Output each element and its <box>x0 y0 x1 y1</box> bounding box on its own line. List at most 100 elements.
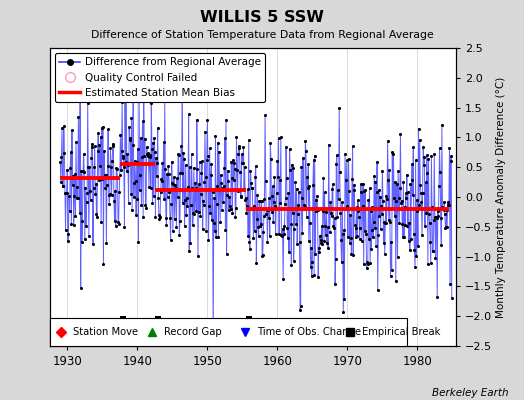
Point <box>112 165 121 172</box>
Point <box>144 153 152 159</box>
Point <box>355 236 364 242</box>
Point <box>176 170 184 176</box>
Point <box>268 183 277 190</box>
Point <box>158 160 167 166</box>
Point <box>307 244 315 251</box>
Point <box>122 80 130 87</box>
Point <box>397 198 406 204</box>
Point <box>227 175 236 181</box>
Point <box>114 219 122 226</box>
Point <box>325 229 334 235</box>
Point <box>255 233 263 239</box>
Text: Time of Obs. Change: Time of Obs. Change <box>257 327 361 337</box>
Point <box>170 216 179 222</box>
Point <box>331 281 340 288</box>
Point <box>294 202 302 208</box>
Point <box>410 246 419 253</box>
Point <box>57 179 65 186</box>
Point <box>447 295 456 302</box>
Point <box>328 186 336 192</box>
Point <box>100 148 108 154</box>
Point <box>260 213 268 219</box>
Point <box>316 240 325 246</box>
Point <box>116 132 125 138</box>
Point <box>103 163 112 170</box>
Point <box>246 168 255 174</box>
Point <box>361 228 369 234</box>
Point <box>429 248 438 254</box>
Point <box>189 210 198 216</box>
Point <box>134 146 142 152</box>
Point <box>200 178 209 185</box>
Point <box>182 212 191 218</box>
Point <box>313 207 322 213</box>
Point <box>154 124 162 131</box>
Point <box>417 190 425 196</box>
Point <box>123 151 132 158</box>
Point <box>190 164 198 171</box>
Point <box>287 221 295 228</box>
Point <box>117 148 126 154</box>
Point <box>311 251 320 257</box>
Point <box>395 195 403 201</box>
Point <box>278 225 287 232</box>
Text: WILLIS 5 SSW: WILLIS 5 SSW <box>200 10 324 25</box>
Point <box>354 197 362 203</box>
Point <box>217 180 225 186</box>
Point <box>373 188 381 195</box>
Point <box>224 178 233 184</box>
Point <box>389 205 397 212</box>
Point <box>405 220 413 227</box>
Point <box>438 121 446 128</box>
Point <box>384 177 392 184</box>
Point <box>253 216 261 223</box>
Point <box>85 164 94 170</box>
Point <box>275 231 283 237</box>
Point <box>430 151 439 158</box>
Point <box>226 203 234 209</box>
Point <box>307 263 315 270</box>
Point <box>133 196 141 202</box>
Point <box>427 153 435 159</box>
Point <box>405 238 413 244</box>
Point <box>124 199 133 206</box>
Point <box>418 232 426 238</box>
Point <box>366 208 375 214</box>
Point <box>392 198 400 204</box>
Point <box>236 193 245 200</box>
Point <box>333 214 342 220</box>
Point <box>306 220 314 226</box>
Point <box>288 161 296 168</box>
Point <box>332 255 340 262</box>
Point <box>251 174 259 180</box>
Point <box>60 150 69 156</box>
Point <box>191 185 200 192</box>
Point <box>151 214 160 220</box>
Point <box>69 172 78 179</box>
Point <box>384 138 392 144</box>
Point <box>291 178 300 185</box>
Point <box>250 203 258 210</box>
Point <box>68 127 76 133</box>
Point <box>111 188 119 194</box>
Point <box>411 157 420 163</box>
Point <box>411 264 419 270</box>
Point <box>415 202 423 208</box>
Point <box>102 240 111 246</box>
Point <box>380 251 389 257</box>
Point <box>184 184 192 190</box>
Point <box>133 159 141 165</box>
Point <box>239 144 248 150</box>
Point <box>359 181 367 188</box>
Point <box>206 172 215 178</box>
Point <box>230 176 238 183</box>
Point <box>242 210 250 216</box>
Point <box>209 337 217 343</box>
Point <box>309 182 317 188</box>
Point <box>340 296 348 302</box>
Point <box>92 211 101 217</box>
Point <box>334 187 342 193</box>
Point <box>414 126 423 132</box>
Point <box>99 124 107 130</box>
Point <box>249 206 257 212</box>
